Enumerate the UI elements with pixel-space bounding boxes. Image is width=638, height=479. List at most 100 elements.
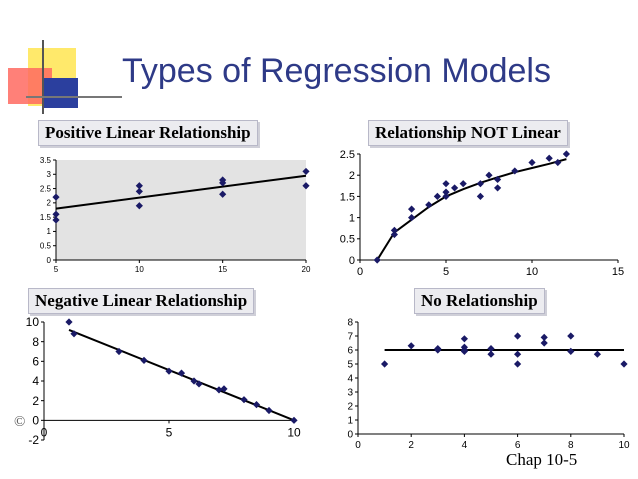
data-point	[528, 158, 536, 167]
data-point	[265, 406, 273, 415]
y-tick-label: 0	[347, 430, 353, 441]
data-point	[567, 332, 575, 340]
x-tick-label: 0	[41, 425, 48, 439]
y-tick-label: 8	[32, 335, 39, 349]
slide-title: Types of Regression Models	[122, 52, 551, 90]
data-point	[511, 167, 519, 175]
data-point	[407, 342, 415, 350]
y-tick-label: 0.5	[40, 242, 52, 251]
data-point	[514, 332, 522, 340]
chart-no-relationship: 0 1 2 3 4 5 6 7 8 0 2 4 6 8 10	[347, 318, 630, 452]
y-tick-label: 1.5	[340, 191, 355, 203]
data-point	[460, 335, 468, 343]
x-tick-label: 5	[54, 265, 59, 274]
data-point	[487, 350, 495, 358]
y-tick-label: 0	[32, 414, 39, 428]
y-tick-label: 3	[347, 388, 353, 399]
y-tick-label: 1	[347, 416, 353, 427]
data-point	[514, 360, 522, 368]
y-tick-label: 1	[47, 227, 52, 236]
data-point	[220, 385, 228, 393]
data-point	[408, 205, 416, 213]
x-tick-label: 10	[618, 440, 630, 451]
data-point	[593, 350, 601, 358]
y-tick-label: 1.5	[40, 213, 52, 222]
chart-nonlinear: 0 0.5 1 1.5 2 2.5 0 5 10 15	[340, 149, 624, 278]
x-tick-label: 10	[526, 266, 538, 278]
x-tick-label: 6	[515, 440, 521, 451]
data-point	[540, 333, 548, 341]
y-tick-label: 4	[347, 374, 353, 385]
data-point	[408, 214, 416, 222]
data-point	[485, 171, 493, 179]
y-tick-label: 6	[347, 346, 353, 357]
y-tick-label: 1	[349, 212, 355, 224]
x-tick-label: 0	[355, 440, 361, 451]
x-tick-label: 15	[218, 265, 227, 274]
y-tick-label: 2.5	[40, 184, 52, 193]
data-point	[554, 158, 562, 167]
y-tick-label: 5	[347, 360, 353, 371]
data-point	[442, 188, 450, 196]
data-point	[302, 167, 310, 176]
data-point	[442, 192, 450, 200]
data-point	[135, 182, 143, 190]
data-point	[52, 216, 60, 224]
data-point	[381, 360, 389, 368]
data-point	[190, 377, 198, 385]
x-tick-label: 10	[287, 425, 301, 439]
data-point	[562, 150, 570, 158]
data-point	[451, 184, 459, 192]
y-tick-label: 0	[349, 255, 355, 267]
chart-positive-linear: 0 0.5 1 1.5 2 2.5 3 3.5 5 10 15 20	[40, 156, 311, 274]
data-point	[135, 202, 143, 210]
x-tick-label: 15	[612, 266, 624, 278]
panel-label-nonlinear: Relationship NOT Linear	[368, 120, 568, 146]
y-tick-label: 2	[347, 402, 353, 413]
y-tick-label: 10	[26, 315, 40, 329]
x-tick-label: 0	[357, 266, 363, 278]
y-tick-label: -2	[28, 433, 39, 447]
data-point	[540, 339, 548, 347]
y-tick-label: 3.5	[40, 156, 52, 165]
data-point	[135, 187, 143, 196]
data-point	[140, 356, 148, 364]
data-point	[115, 347, 123, 356]
decor-blue-square	[44, 78, 78, 108]
data-point	[494, 184, 502, 192]
data-point	[434, 345, 442, 353]
data-point	[219, 190, 227, 198]
x-tick-label: 2	[408, 440, 414, 451]
x-tick-label: 10	[135, 265, 144, 274]
plot-background	[56, 160, 306, 260]
y-tick-label: 6	[32, 355, 39, 369]
data-point	[433, 192, 441, 200]
y-tick-label: 2.5	[340, 149, 355, 161]
y-tick-label: 3	[47, 170, 52, 179]
x-tick-label: 4	[462, 440, 468, 451]
data-point	[52, 193, 60, 201]
data-point	[487, 345, 495, 353]
data-point	[476, 192, 484, 200]
data-point	[219, 176, 227, 184]
data-point	[390, 226, 398, 234]
fit-line	[55, 174, 307, 210]
decor-vertical-line	[42, 40, 44, 114]
data-point	[65, 318, 73, 326]
fit-line	[376, 158, 567, 261]
x-tick-label: 5	[166, 425, 173, 439]
data-point	[620, 360, 628, 368]
data-point	[373, 256, 381, 264]
y-tick-label: 2	[32, 394, 39, 408]
y-tick-label: 0	[47, 256, 52, 265]
panel-label-none: No Relationship	[414, 288, 545, 314]
y-tick-label: 0.5	[340, 234, 355, 246]
y-tick-label: 7	[347, 332, 353, 343]
y-tick-label: 4	[32, 374, 39, 388]
decor-horizontal-line	[26, 96, 122, 98]
y-tick-label: 8	[347, 318, 353, 329]
data-point	[567, 347, 575, 355]
data-point	[290, 416, 298, 424]
panel-label-negative: Negative Linear Relationship	[28, 288, 255, 314]
